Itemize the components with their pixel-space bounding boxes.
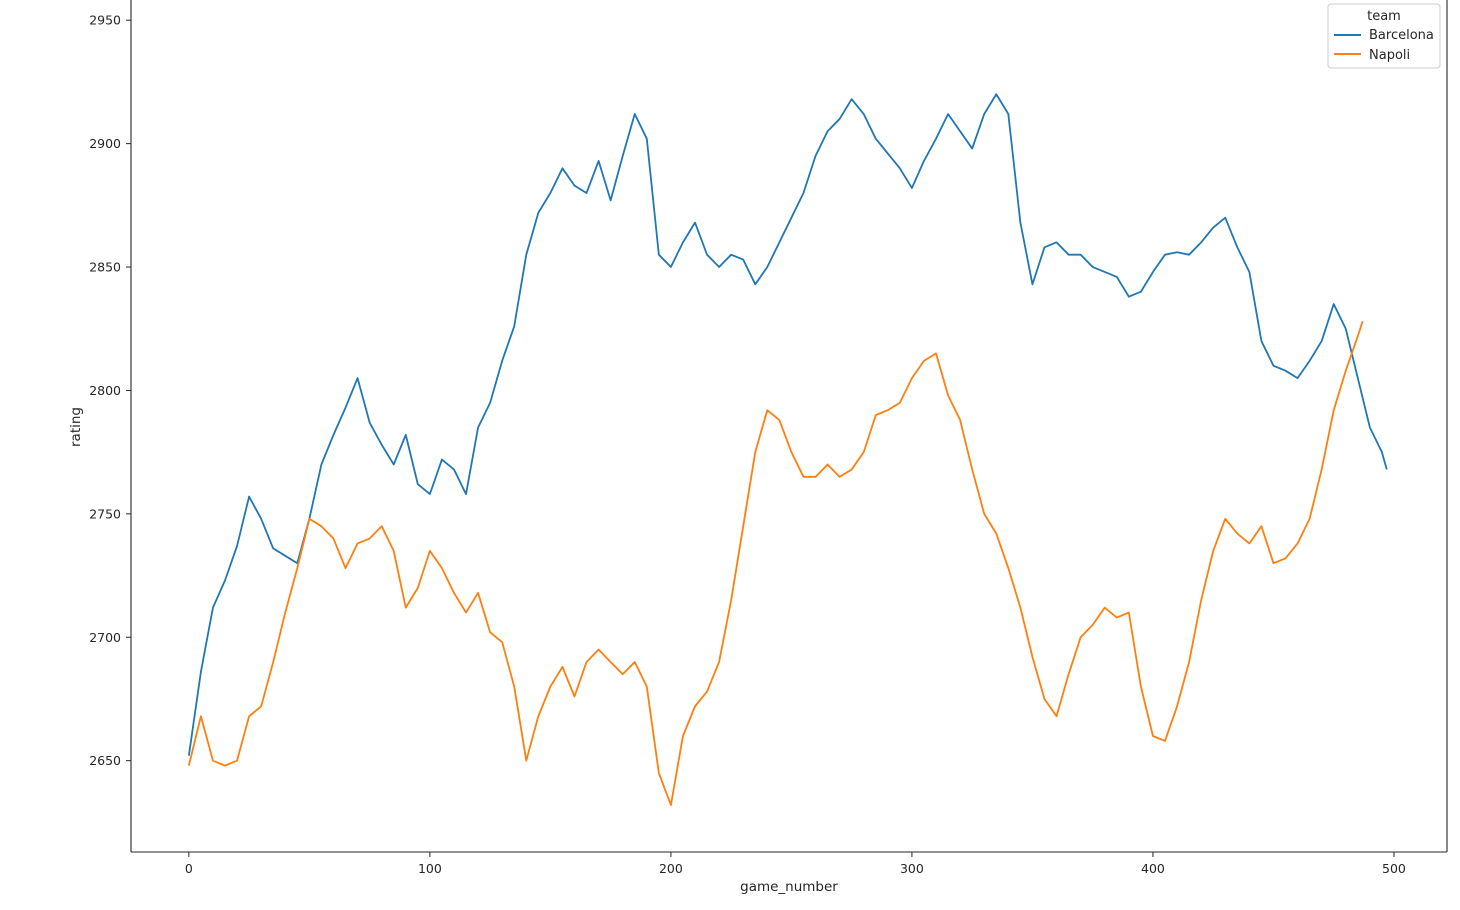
x-tick-label: 500: [1382, 861, 1406, 876]
series-layer: [187, 93, 1388, 806]
x-ticks: 0 100 200 300 400 500: [185, 852, 1406, 876]
series-line-napoli: [187, 321, 1364, 806]
series-line-barcelona: [187, 93, 1388, 756]
legend-label-napoli: Napoli: [1369, 48, 1410, 63]
y-tick-label: 2950: [89, 13, 121, 28]
y-tick-label: 2700: [89, 630, 121, 645]
x-tick-label: 400: [1141, 861, 1165, 876]
y-tick-label: 2850: [89, 260, 121, 275]
y-tick-label: 2900: [89, 136, 121, 151]
y-tick-label: 2800: [89, 383, 121, 398]
y-ticks: 2650 2700 2750 2800 2850 2900 2950: [89, 13, 131, 768]
x-tick-label: 300: [900, 861, 924, 876]
y-tick-label: 2650: [89, 753, 121, 768]
plot-background: [131, 0, 1447, 852]
legend: team Barcelona Napoli: [1327, 3, 1441, 69]
axes-spines: [130, 0, 1448, 853]
x-tick-label: 200: [659, 861, 683, 876]
x-axis-label: game_number: [740, 879, 838, 895]
x-tick-label: 100: [418, 861, 442, 876]
x-tick-label: 0: [185, 861, 193, 876]
y-tick-label: 2750: [89, 506, 121, 521]
legend-box: [1327, 3, 1441, 69]
y-axis-label: rating: [68, 407, 84, 447]
legend-label-barcelona: Barcelona: [1369, 28, 1434, 43]
legend-title: team: [1367, 9, 1401, 24]
